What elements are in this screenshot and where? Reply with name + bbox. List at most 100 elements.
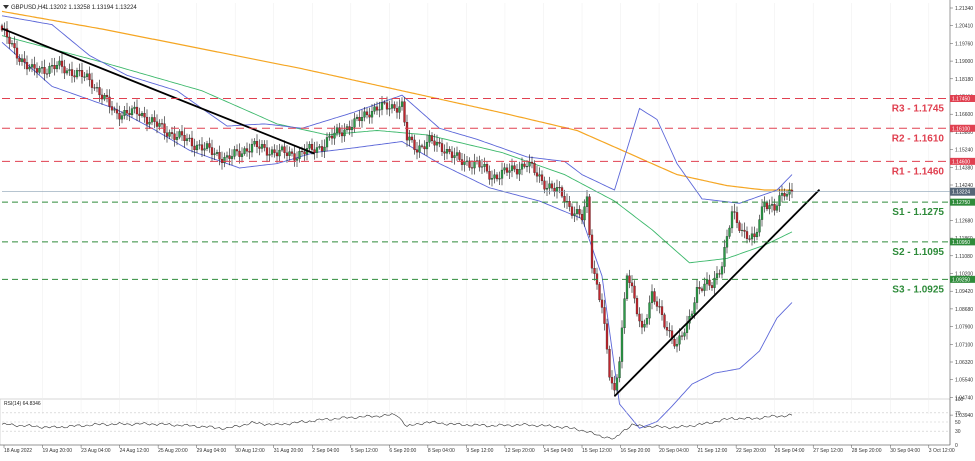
candle — [315, 141, 319, 159]
candlesticks — [0, 21, 794, 397]
rsi-tick-label: 30 — [955, 429, 961, 435]
candle — [413, 134, 416, 155]
candle — [120, 111, 124, 124]
candle — [35, 62, 39, 78]
ma-50-line — [1, 35, 793, 264]
candle — [405, 114, 409, 147]
candle — [465, 155, 469, 166]
candle — [78, 63, 81, 77]
candle — [780, 185, 784, 203]
candle — [753, 226, 756, 244]
candle — [683, 328, 686, 341]
level-label: S1 - 1.1275 — [892, 207, 944, 218]
candle — [438, 137, 441, 148]
level-tag-label: 1.17450 — [952, 97, 970, 103]
candle — [498, 171, 501, 186]
candle — [700, 286, 704, 293]
candle — [433, 133, 436, 152]
candle — [610, 370, 614, 390]
candle — [183, 127, 186, 148]
candle — [533, 160, 536, 176]
candle — [550, 180, 554, 192]
candle — [520, 157, 524, 176]
candle — [778, 188, 781, 212]
candle — [93, 84, 96, 91]
candle — [620, 320, 624, 369]
price-tick-label: 1.20410 — [955, 24, 973, 30]
candle — [188, 134, 191, 142]
candle — [605, 318, 609, 354]
candle — [278, 143, 281, 162]
candle — [698, 281, 701, 295]
candle — [173, 126, 176, 147]
candle — [663, 312, 666, 330]
candle — [45, 68, 49, 79]
candle — [380, 95, 384, 116]
candle — [203, 142, 206, 157]
candle — [545, 180, 549, 197]
candle — [425, 134, 429, 156]
level-tag-label: 1.09250 — [952, 277, 970, 283]
candle — [230, 149, 234, 166]
candle — [505, 163, 509, 177]
candle — [525, 160, 529, 173]
candle — [90, 72, 94, 95]
time-tick-label: 2 Sep 04:00 — [312, 448, 339, 454]
candle — [298, 147, 301, 163]
candle — [53, 57, 56, 76]
candle — [428, 130, 431, 147]
symbol-dropdown-icon[interactable] — [3, 5, 9, 9]
candle — [170, 126, 174, 139]
candle — [435, 134, 439, 152]
candle — [88, 66, 91, 87]
candle — [423, 140, 426, 155]
candle — [320, 139, 324, 157]
candle — [135, 99, 139, 121]
candle — [530, 156, 534, 169]
time-tick-label: 22 Sep 20:00 — [736, 448, 766, 454]
symbol-label: GBPUSD,H4 — [11, 5, 46, 11]
candle — [643, 319, 646, 332]
candle — [308, 141, 311, 151]
candle — [325, 132, 329, 152]
candle — [265, 140, 269, 163]
level-label: R1 - 1.1460 — [892, 166, 945, 177]
candle — [23, 51, 26, 70]
candle — [335, 123, 339, 137]
time-tick-label: 18 Aug 2022 — [4, 448, 32, 454]
candle — [285, 145, 289, 163]
candle — [55, 61, 59, 73]
time-tick-label: 8 Sep 04:00 — [428, 448, 455, 454]
candle — [678, 328, 681, 351]
candle — [443, 144, 446, 161]
candle — [293, 146, 296, 167]
candle — [60, 53, 64, 74]
candle — [703, 277, 706, 297]
candle — [275, 145, 279, 163]
candle — [243, 146, 246, 156]
candle — [105, 89, 109, 103]
rsi-tick-label: 70 — [955, 411, 961, 417]
candle — [485, 161, 489, 174]
candle — [348, 120, 351, 136]
candle — [390, 98, 394, 114]
time-tick-label: 23 Aug 04:00 — [81, 448, 111, 454]
candle — [760, 199, 764, 227]
level-tag — [950, 95, 975, 103]
price-tick-label: 1.14240 — [955, 183, 973, 189]
candle — [733, 203, 736, 220]
rsi-line — [1, 413, 793, 440]
candle — [508, 163, 511, 180]
price-tick-label: 1.15800 — [955, 130, 973, 136]
candle — [720, 261, 724, 279]
candle — [448, 146, 451, 155]
candle — [233, 145, 236, 160]
candle — [193, 138, 196, 157]
rsi-label: RSI(14) 64.8346 — [4, 401, 41, 407]
candle — [593, 260, 596, 281]
candle — [215, 149, 219, 157]
candle — [455, 146, 459, 161]
candle — [8, 31, 11, 49]
price-tick-label: 1.03940 — [955, 413, 973, 419]
